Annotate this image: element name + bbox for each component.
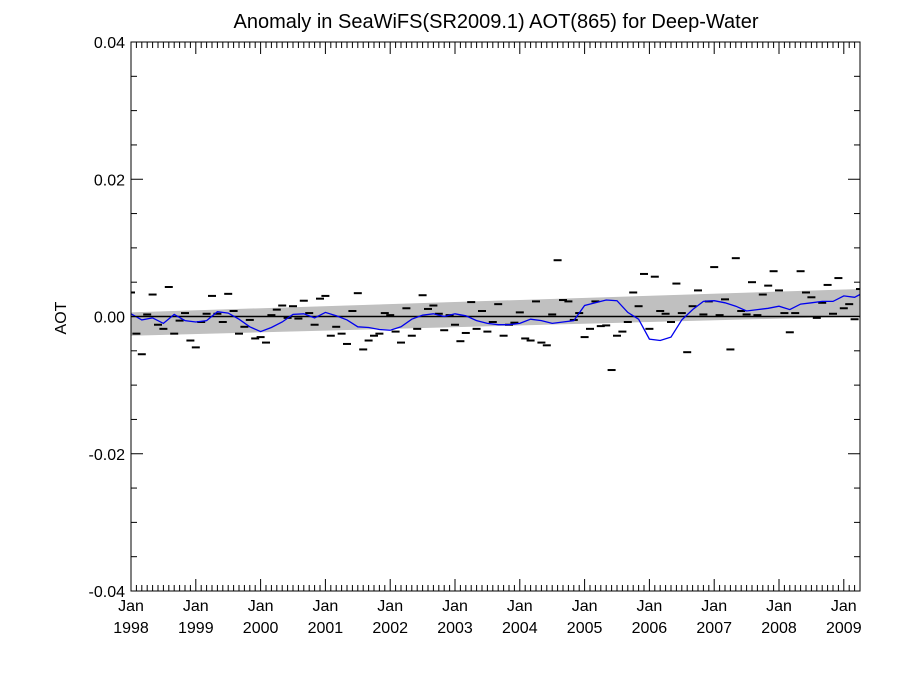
x-tick-label-year: 2009 — [826, 620, 862, 637]
y-tick-label: 0.04 — [94, 35, 125, 52]
x-tick-label-month: Jan — [118, 598, 144, 615]
x-tick-label-month: Jan — [442, 598, 468, 615]
smoothed-anomaly-line-layer — [131, 293, 860, 342]
x-tick-label-year: 2005 — [567, 620, 603, 637]
x-tick-label-month: Jan — [701, 598, 727, 615]
smoothed-anomaly-line — [131, 293, 860, 342]
x-tick-label-year: 2001 — [308, 620, 344, 637]
x-tick-label-month: Jan — [766, 598, 792, 615]
x-tick-label-year: 2008 — [761, 620, 797, 637]
x-tick-label-month: Jan — [507, 598, 533, 615]
y-tick-label: 0.00 — [94, 310, 125, 327]
axes — [130, 41, 861, 592]
x-tick-label-year: 2002 — [372, 620, 408, 637]
x-tick-label-year: 2007 — [696, 620, 732, 637]
x-tick-label-year: 2000 — [243, 620, 279, 637]
trend-uncertainty-band-layer — [131, 289, 860, 336]
x-tick-label-month: Jan — [313, 598, 339, 615]
x-tick-label-month: Jan — [248, 598, 274, 615]
x-tick-label-year: 1999 — [178, 620, 214, 637]
y-tick-label: 0.02 — [94, 172, 125, 189]
x-tick-label-month: Jan — [831, 598, 857, 615]
y-tick-labels: 0.04 0.02 0.00 -0.02 -0.04 — [89, 35, 126, 601]
trend-uncertainty-band — [131, 289, 860, 336]
x-tick-label-month: Jan — [637, 598, 663, 615]
x-tick-label-month: Jan — [183, 598, 209, 615]
x-tick-label-month: Jan — [377, 598, 403, 615]
x-tick-labels: Jan 1998 Jan 1999 Jan 2000 Jan 2001 Jan 2002 Jan 20… — [113, 598, 861, 637]
y-tick-label: -0.02 — [89, 447, 126, 464]
x-tick-label-month: Jan — [572, 598, 598, 615]
x-tick-label-year: 1998 — [113, 620, 149, 637]
y-tick-label: -0.04 — [89, 584, 126, 601]
y-axis-label: AOT — [53, 301, 70, 334]
x-tick-label-year: 2003 — [437, 620, 473, 637]
x-tick-label-year: 2006 — [632, 620, 668, 637]
chart-title: Anomaly in SeaWiFS(SR2009.1) AOT(865) fo… — [233, 11, 758, 33]
x-tick-label-year: 2004 — [502, 620, 538, 637]
